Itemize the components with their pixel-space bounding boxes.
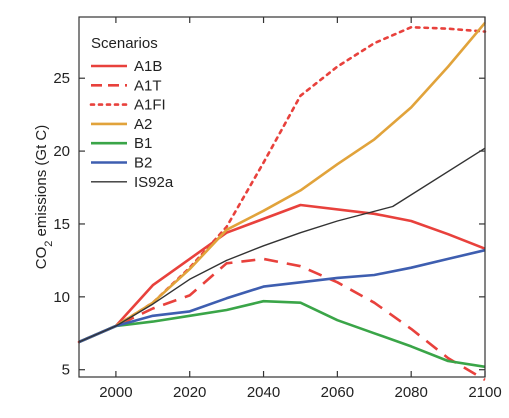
x-tick-label-2080: 2080 <box>394 384 427 401</box>
series-line-b2 <box>78 248 486 344</box>
series-line-a1b <box>78 203 486 344</box>
y-axis-label-subscript: 2 <box>43 241 55 247</box>
x-tick-label-2020: 2020 <box>173 384 206 401</box>
legend-label-a1t: A1T <box>134 77 162 94</box>
y-axis-label-main: CO <box>33 247 50 270</box>
legend-label-a1b: A1B <box>134 58 162 75</box>
x-tick-label-2040: 2040 <box>247 384 280 401</box>
series-line-a2 <box>78 21 486 344</box>
legend-items: A1B A1T A1FI A2 B1 B2 IS92a <box>89 58 174 191</box>
tick-layer: 2000 2020 2040 2060 2080 2100 5 10 15 20 25 <box>53 17 502 401</box>
legend-background <box>86 26 204 202</box>
legend-label-a2: A2 <box>134 116 152 133</box>
legend-label-b2: B2 <box>134 155 152 172</box>
series-line-is92a <box>78 147 486 343</box>
x-tick-label-2100: 2100 <box>468 384 501 401</box>
legend-label-is92a: IS92a <box>134 174 174 191</box>
y-tick-label-15: 15 <box>53 216 70 233</box>
legend: Scenarios A1B A1T A1FI A2 B1 B2 IS92a <box>86 26 204 202</box>
x-tick-label-2000: 2000 <box>99 384 132 401</box>
y-tick-label-10: 10 <box>53 289 70 306</box>
series-layer <box>77 21 487 382</box>
series-line-b1 <box>78 299 486 369</box>
series-line-a1t <box>78 257 486 382</box>
y-tick-label-5: 5 <box>62 362 70 379</box>
y-tick-label-25: 25 <box>53 70 70 87</box>
plot-frame <box>78 16 486 378</box>
y-axis-label: CO2 emissions (Gt C) <box>33 125 55 269</box>
legend-title: Scenarios <box>91 35 158 52</box>
y-tick-label-20: 20 <box>53 143 70 160</box>
x-tick-label-2060: 2060 <box>321 384 354 401</box>
y-axis-label-rest: emissions (Gt C) <box>33 125 50 241</box>
legend-label-b1: B1 <box>134 135 152 152</box>
legend-label-a1fi: A1FI <box>134 97 166 114</box>
